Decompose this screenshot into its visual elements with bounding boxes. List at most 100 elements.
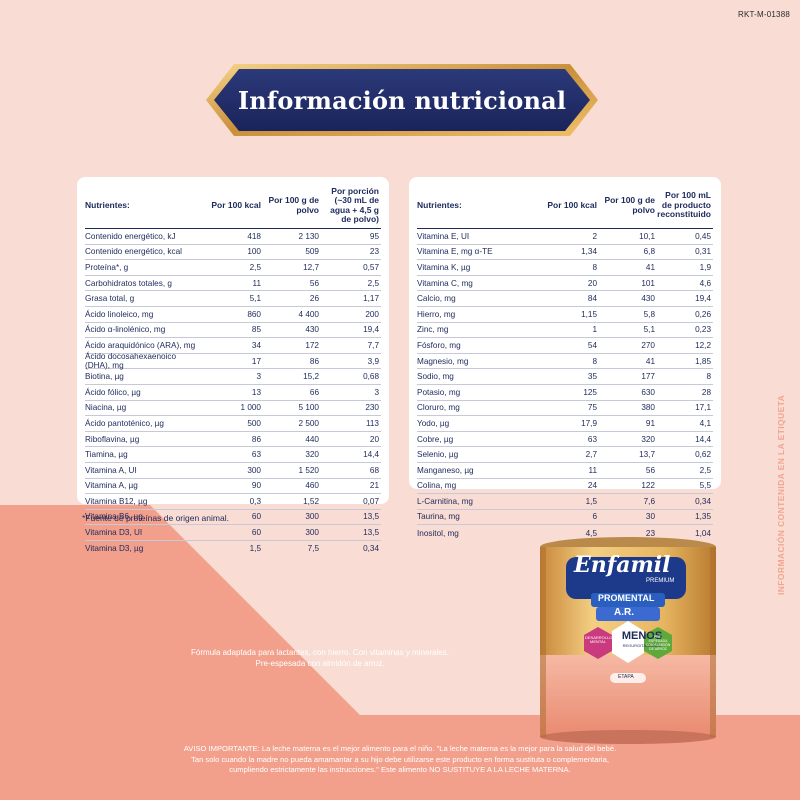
nutrient-name: Tiamina, µg xyxy=(85,450,128,460)
value-per-100kcal: 0,3 xyxy=(249,496,261,506)
product-code: RKT-M-01388 xyxy=(738,10,790,19)
value-per-portion: 21 xyxy=(369,481,379,491)
value-per-portion: 2,5 xyxy=(699,465,711,475)
header-per-portion: Por porción (~30 mL de agua + 4,5 g de p… xyxy=(330,185,379,224)
value-per-100kcal: 5,1 xyxy=(249,294,261,304)
nutrient-name: Biotina, µg xyxy=(85,372,124,382)
value-per-100g: 6,8 xyxy=(643,247,655,257)
table-row: Vitamina D3, UI 60 300 13,5 xyxy=(85,525,381,541)
value-per-100g: 12,7 xyxy=(303,262,319,272)
value-per-100g: 5 100 xyxy=(298,403,320,413)
value-per-100g: 630 xyxy=(641,387,655,397)
value-per-100kcal: 75 xyxy=(587,403,597,413)
value-per-100g: 10,1 xyxy=(639,231,655,241)
value-per-100kcal: 17,9 xyxy=(581,418,597,428)
table-row: Ácido linoleico, mg 860 4 400 200 xyxy=(85,307,381,323)
value-per-portion: 0,31 xyxy=(695,247,711,257)
table-row: Colina, mg 24 122 5,5 xyxy=(417,479,713,495)
value-per-100kcal: 13 xyxy=(251,387,261,397)
nutrient-name: Magnesio, mg xyxy=(417,356,469,366)
value-per-portion: 5,5 xyxy=(699,481,711,491)
table-row: Sodio, mg 35 177 8 xyxy=(417,369,713,385)
nutrient-name: Colina, mg xyxy=(417,481,457,491)
value-per-100kcal: 3 xyxy=(256,372,261,382)
nutrient-name: Riboflavina, µg xyxy=(85,434,140,444)
nutrient-name: Ácido pantoténico, µg xyxy=(85,418,164,428)
value-per-100g: 300 xyxy=(305,528,319,538)
table-row: Tiamina, µg 63 320 14,4 xyxy=(85,447,381,463)
value-per-100g: 320 xyxy=(641,434,655,444)
value-per-100g: 15,2 xyxy=(303,372,319,382)
table-row: Taurina, mg 6 30 1,35 xyxy=(417,510,713,526)
value-per-100g: 300 xyxy=(305,512,319,522)
value-per-100kcal: 1 xyxy=(592,325,597,335)
nutrient-name: Ácido docosahexaenoico (DHA), mg xyxy=(85,352,177,371)
important-notice: AVISO IMPORTANTE: La leche materna es el… xyxy=(150,744,650,776)
nutrient-name: Zinc, mg xyxy=(417,325,449,335)
nutrient-name: Vitamina A, UI xyxy=(85,465,137,475)
table-row: Carbohidratos totales, g 11 56 2,5 xyxy=(85,276,381,292)
formula-description: Fórmula adaptada para lactantes, con hie… xyxy=(160,648,480,670)
value-per-100kcal: 1 000 xyxy=(240,403,262,413)
value-per-portion: 20 xyxy=(369,434,379,444)
table-row: Biotina, µg 3 15,2 0,68 xyxy=(85,369,381,385)
table-row: Vitamina B6, µg 60 300 13,5 xyxy=(85,510,381,526)
value-per-100g: 440 xyxy=(305,434,319,444)
nutrient-name: Yodo, µg xyxy=(417,418,450,428)
badge-right: PRE-ESPESADA CON ALMIDÓN DE ARROZ xyxy=(645,635,671,651)
value-per-100kcal: 1,34 xyxy=(581,247,597,257)
value-per-100g: 509 xyxy=(305,247,319,257)
value-per-portion: 0,45 xyxy=(695,231,711,241)
value-per-100g: 41 xyxy=(645,262,655,272)
value-per-100g: 7,6 xyxy=(643,496,655,506)
stage-label: ETAPA xyxy=(618,674,634,680)
value-per-100g: 101 xyxy=(641,278,655,288)
value-per-100kcal: 90 xyxy=(251,481,261,491)
value-per-portion: 0,57 xyxy=(363,262,379,272)
value-per-100g: 86 xyxy=(309,356,319,366)
value-per-portion: 19,4 xyxy=(695,294,711,304)
nutrient-name: Inositol, mg xyxy=(417,528,459,538)
value-per-portion: 0,34 xyxy=(695,496,711,506)
value-per-100g: 320 xyxy=(305,450,319,460)
nutrient-name: Contenido energético, kcal xyxy=(85,247,182,257)
value-per-100kcal: 84 xyxy=(587,294,597,304)
table-row: Ácido α-linolénico, mg 85 430 19,4 xyxy=(85,323,381,339)
value-per-100g: 380 xyxy=(641,403,655,413)
value-per-100kcal: 4,5 xyxy=(585,528,597,538)
nutrient-name: Calcio, mg xyxy=(417,294,456,304)
table-row: Vitamina E, UI 2 10,1 0,45 xyxy=(417,229,713,245)
value-per-100g: 56 xyxy=(645,465,655,475)
value-per-portion: 0,68 xyxy=(363,372,379,382)
nutrition-table-right: Nutrientes: Por 100 kcal Por 100 g de po… xyxy=(409,177,721,538)
nutrient-name: Vitamina D3, UI xyxy=(85,528,143,538)
table-row: Inositol, mg 4,5 23 1,04 xyxy=(417,525,713,541)
value-per-portion: 19,4 xyxy=(363,325,379,335)
nutrient-name: Vitamina E, mg α-TE xyxy=(417,247,493,257)
table-row: Vitamina A, UI 300 1 520 68 xyxy=(85,463,381,479)
table-row: Fósforo, mg 54 270 12,2 xyxy=(417,338,713,354)
nutrient-name: Vitamina D3, µg xyxy=(85,544,144,554)
product-line: PROMENTAL xyxy=(598,593,655,603)
value-per-portion: 0,07 xyxy=(363,496,379,506)
nutrient-name: Cobre, µg xyxy=(417,434,454,444)
value-per-100kcal: 500 xyxy=(247,418,261,428)
value-per-100kcal: 8 xyxy=(592,262,597,272)
value-per-100kcal: 2 xyxy=(592,231,597,241)
nutrient-name: Vitamina C, mg xyxy=(417,278,473,288)
value-per-100g: 66 xyxy=(309,387,319,397)
value-per-100kcal: 860 xyxy=(247,309,261,319)
value-per-100kcal: 11 xyxy=(252,278,262,288)
badge-center: MENOS xyxy=(621,630,663,642)
nutrient-name: Sodio, mg xyxy=(417,372,454,382)
nutrient-name: Carbohidratos totales, g xyxy=(85,278,172,288)
value-per-100g: 1 520 xyxy=(298,465,320,475)
value-per-portion: 95 xyxy=(369,231,379,241)
nutrient-name: Ácido araquidónico (ARA), mg xyxy=(85,340,196,350)
value-per-100g: 7,5 xyxy=(307,544,319,554)
value-per-100kcal: 63 xyxy=(587,434,597,444)
header-per-100g: Por 100 g de polvo xyxy=(268,195,319,215)
table-row: Grasa total, g 5,1 26 1,17 xyxy=(85,291,381,307)
header-per-100g: Por 100 g de polvo xyxy=(604,195,655,215)
table-row: Vitamina B12, µg 0,3 1,52 0,07 xyxy=(85,494,381,510)
